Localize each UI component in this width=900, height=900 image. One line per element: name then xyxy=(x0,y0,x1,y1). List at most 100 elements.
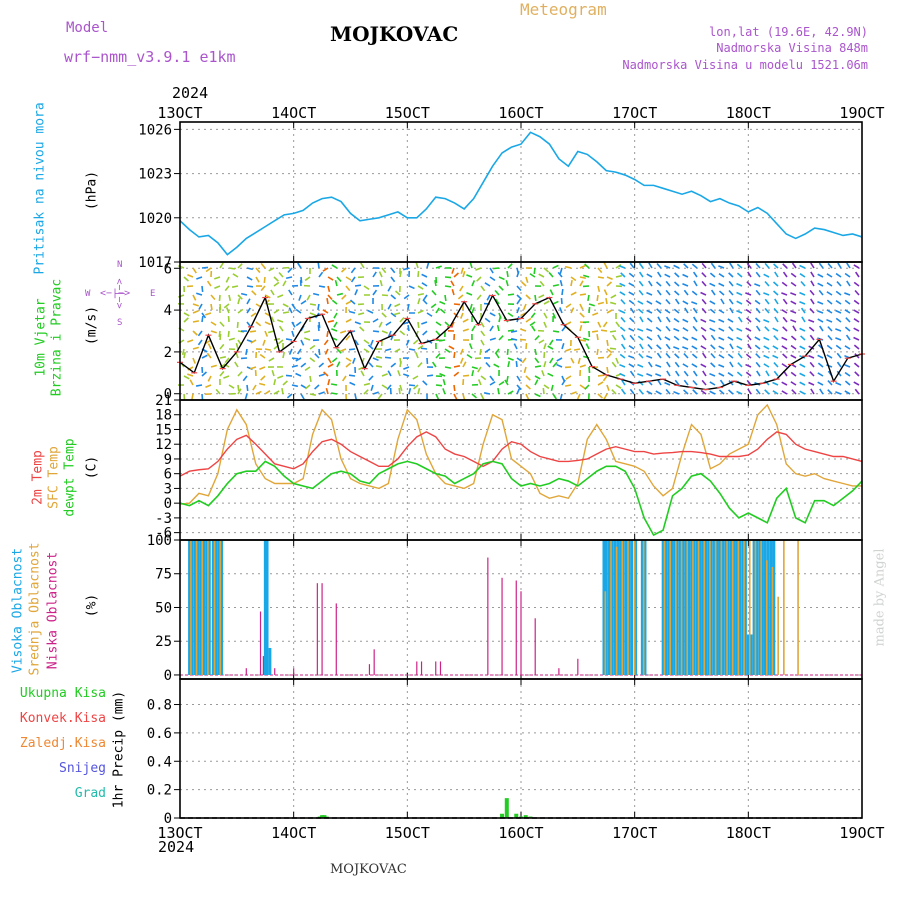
wind-barb xyxy=(709,272,716,278)
wind-barb xyxy=(318,285,326,288)
wind-barb xyxy=(480,375,487,381)
wind-barb xyxy=(348,348,356,351)
wind-barb xyxy=(309,375,312,383)
wind-barb xyxy=(520,328,527,332)
wind-barb xyxy=(700,363,707,368)
wind-barb xyxy=(588,366,591,374)
wind-barb xyxy=(764,298,770,305)
wind-barb xyxy=(291,357,299,360)
wind-barb xyxy=(228,384,235,389)
wind-barb xyxy=(637,328,644,332)
x-tick-label-bottom: 15OCT xyxy=(385,824,430,842)
wind-barb xyxy=(360,370,365,377)
wind-barb xyxy=(543,361,547,368)
wind-barb xyxy=(403,294,410,300)
wind-barb xyxy=(336,348,342,354)
wind-barb xyxy=(835,299,842,305)
wind-barb xyxy=(345,357,352,362)
wind-barb xyxy=(602,321,608,328)
wind-barb xyxy=(736,282,743,287)
wind-barb xyxy=(480,339,485,346)
wind-barb xyxy=(489,325,494,332)
wind-barb xyxy=(507,360,511,368)
wind-barb xyxy=(228,267,236,270)
wind-barb xyxy=(439,300,446,305)
wind-barb xyxy=(746,281,752,287)
wind-barb xyxy=(507,390,514,395)
wind-barb xyxy=(267,330,275,334)
wind-barb xyxy=(615,384,622,389)
x-tick-label-top: 18OCT xyxy=(726,104,771,122)
wind-barb xyxy=(844,390,851,395)
y-tick-label: 75 xyxy=(155,567,172,583)
wind-barb xyxy=(763,354,770,359)
wind-barb xyxy=(615,263,622,269)
wind-barb xyxy=(853,318,860,323)
wind-barb xyxy=(516,384,522,390)
wind-barb xyxy=(183,276,190,282)
precip-bar xyxy=(504,798,509,818)
wind-barb xyxy=(835,272,842,278)
wind-barb xyxy=(331,264,338,269)
wind-barb xyxy=(327,357,332,364)
wind-barb xyxy=(583,274,590,278)
wind-barb xyxy=(381,312,387,318)
y-tick-label: 0 xyxy=(164,811,172,827)
wind-barb xyxy=(728,389,734,395)
wind-barb xyxy=(462,361,467,368)
wind-barb xyxy=(774,271,779,278)
wind-barb xyxy=(370,339,374,346)
wind-barb xyxy=(227,330,230,338)
wind-barb xyxy=(605,297,608,305)
wind-barb xyxy=(826,299,833,305)
wind-barb xyxy=(415,352,419,359)
wind-barb xyxy=(772,381,779,386)
wind-barb xyxy=(417,270,420,278)
wind-barb xyxy=(475,267,482,271)
wind-barb xyxy=(459,312,464,319)
wind-barb xyxy=(584,263,590,269)
wind-barb xyxy=(747,343,752,350)
wind-barb xyxy=(370,384,374,391)
wind-barb xyxy=(300,384,307,389)
wind-barb xyxy=(549,357,554,364)
wind-barb xyxy=(790,335,797,341)
wind-barb xyxy=(799,390,806,395)
wind-barb xyxy=(486,294,491,301)
wind-barb xyxy=(765,370,770,377)
wind-barb xyxy=(745,353,752,359)
wind-barb xyxy=(745,363,752,368)
wind-barb xyxy=(196,292,203,296)
wind-barb xyxy=(205,384,212,389)
wind-barb xyxy=(827,380,833,386)
wind-barb xyxy=(529,321,536,327)
precip-bar xyxy=(523,815,528,818)
y-tick-label: 4 xyxy=(164,303,172,319)
wind-barb xyxy=(340,267,347,273)
wind-barb xyxy=(691,336,698,341)
wind-barb xyxy=(665,325,671,332)
wind-barb xyxy=(619,372,626,377)
wind-barb xyxy=(372,391,379,395)
wind-barb xyxy=(683,263,689,269)
wind-barb xyxy=(781,292,788,296)
wind-barb xyxy=(664,265,671,269)
wind-barb xyxy=(314,384,320,390)
wind-barb xyxy=(417,362,423,368)
wind-barb xyxy=(639,316,644,323)
wind-barb xyxy=(629,317,635,323)
wind-barb xyxy=(426,312,433,317)
wind-barb xyxy=(764,280,770,287)
wind-barb xyxy=(268,267,275,272)
x-tick-label-bottom: 18OCT xyxy=(726,824,771,842)
wind-barb xyxy=(763,292,770,296)
wind-barb xyxy=(620,272,626,278)
wind-barb xyxy=(718,265,725,269)
wind-barb xyxy=(480,393,485,400)
wind-barb xyxy=(498,315,502,323)
wind-barb xyxy=(325,388,329,395)
wind-barb xyxy=(564,265,572,269)
wind-barb xyxy=(737,352,743,359)
wind-barb xyxy=(282,303,289,308)
wind-barb xyxy=(408,285,415,290)
